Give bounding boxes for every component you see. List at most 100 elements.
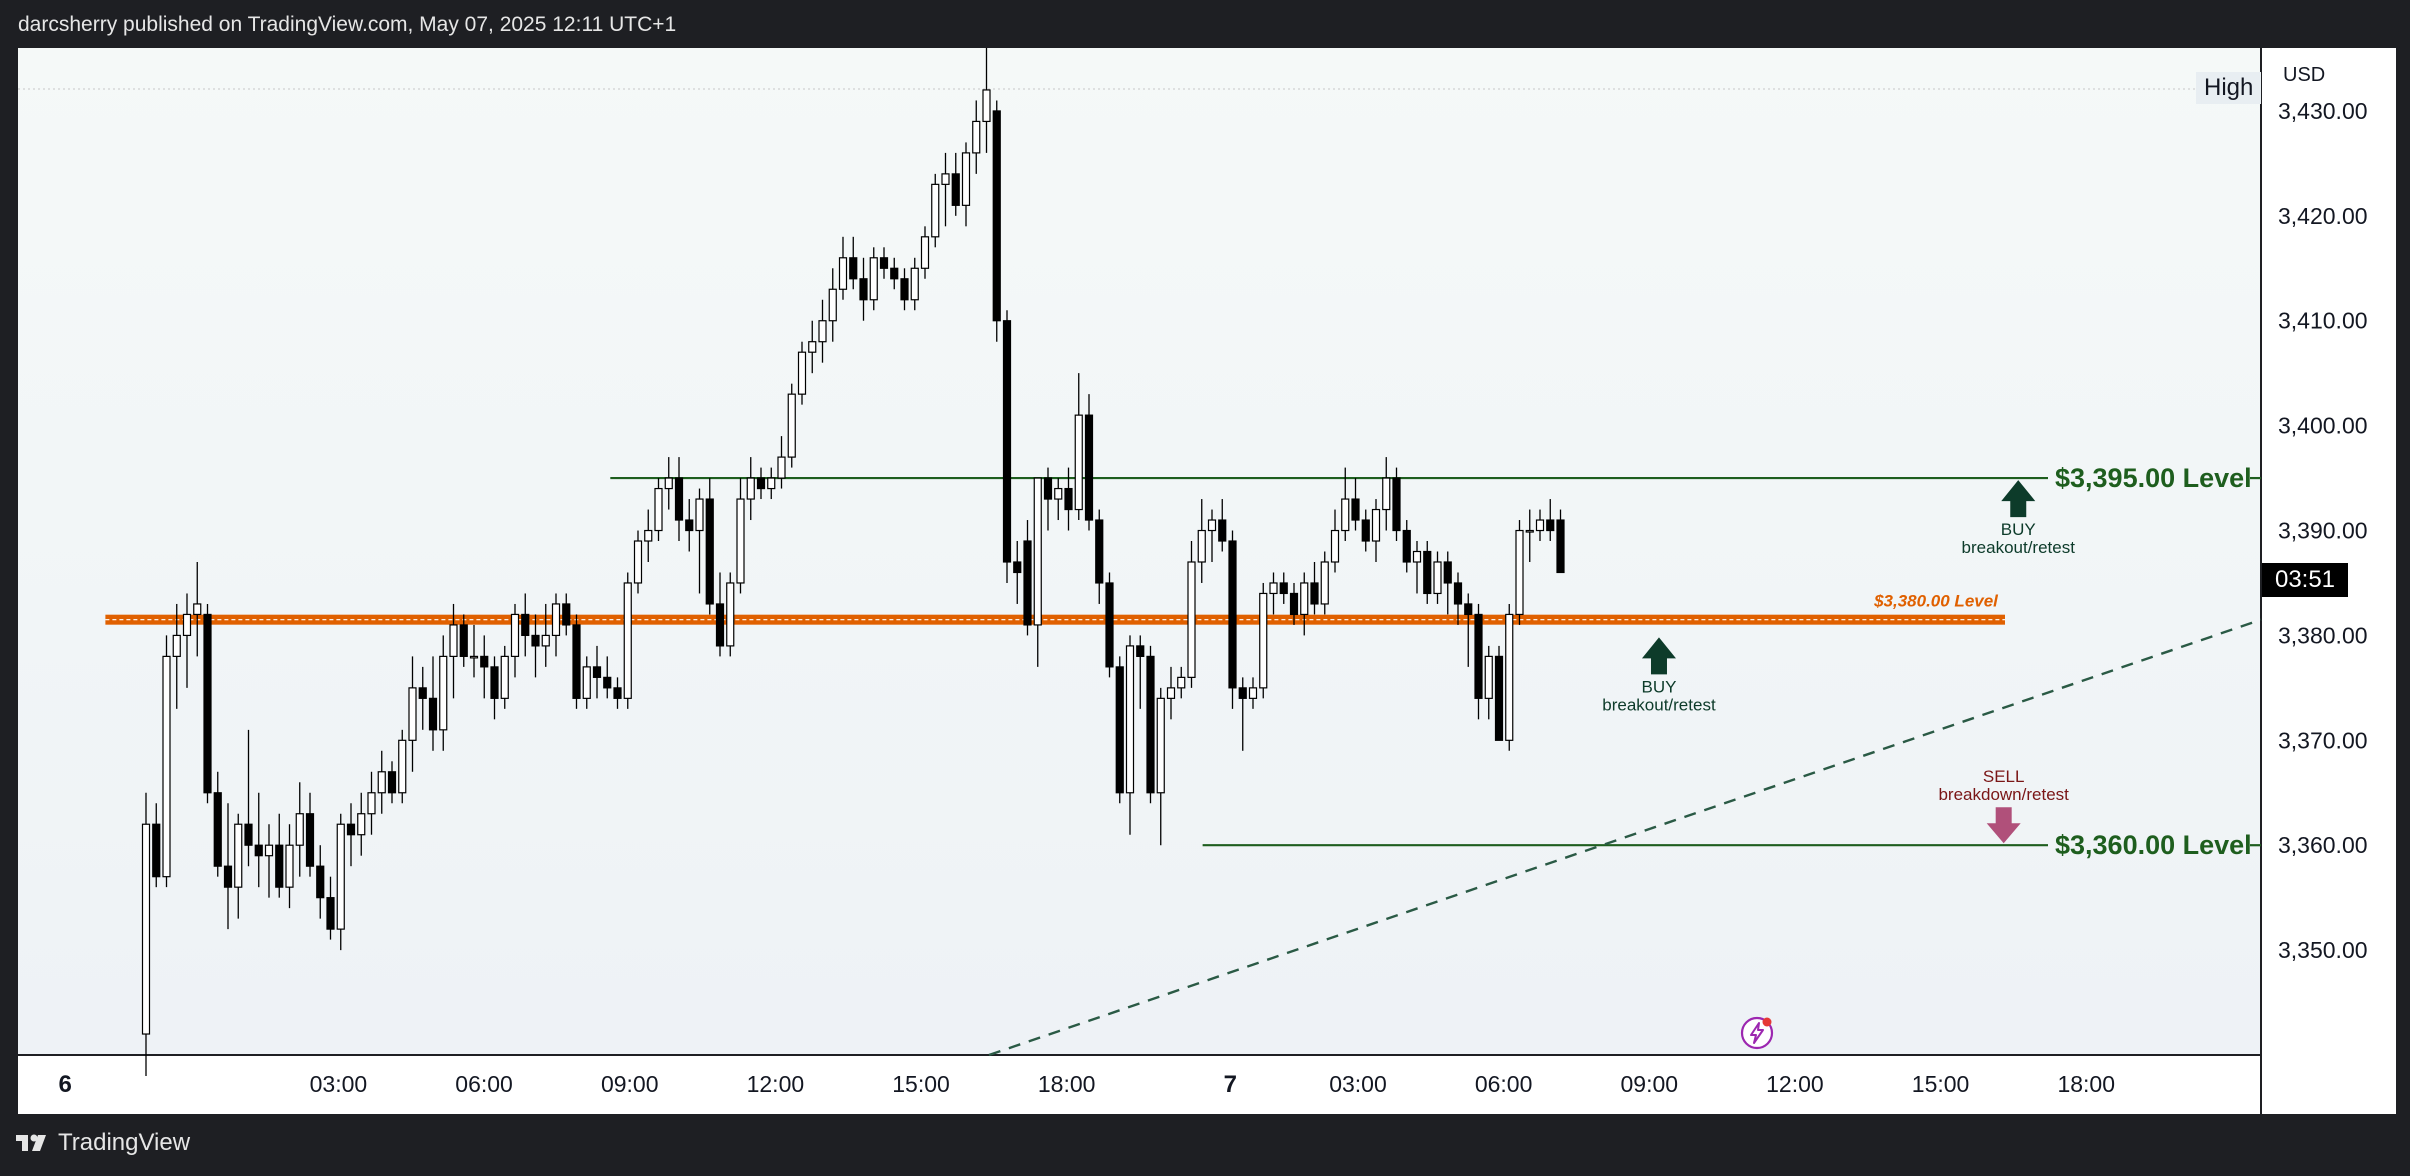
- candle-body: [244, 823, 253, 846]
- candle-body: [777, 456, 786, 479]
- candle: [1166, 666, 1176, 720]
- lightning-icon[interactable]: [1740, 1016, 1774, 1050]
- candle: [890, 257, 899, 290]
- buy-arrow-icon: [1641, 637, 1676, 675]
- candle-body: [1382, 477, 1391, 511]
- candle: [551, 593, 561, 657]
- buy-arrow-icon: [2001, 480, 2036, 518]
- candle: [1115, 656, 1124, 804]
- candle: [234, 813, 243, 919]
- candle-body: [1289, 592, 1299, 616]
- candle-body: [674, 477, 684, 521]
- candle: [879, 247, 889, 279]
- candle: [398, 729, 407, 804]
- candle-body: [736, 498, 745, 584]
- candle-body: [459, 624, 468, 657]
- candle: [377, 750, 386, 814]
- candle-body: [428, 697, 438, 731]
- candle: [1177, 666, 1186, 699]
- candle: [162, 635, 171, 888]
- candle-body: [1156, 697, 1165, 794]
- candle: [818, 299, 827, 363]
- candle-body: [254, 844, 263, 857]
- candle-body: [1095, 519, 1104, 584]
- candle: [1371, 499, 1381, 562]
- candle-body: [756, 477, 766, 490]
- candle: [941, 152, 950, 227]
- candle: [1218, 499, 1227, 552]
- candle-body: [879, 257, 889, 269]
- price-tick-label: 3,410.00: [2278, 308, 2368, 334]
- candle: [644, 509, 653, 562]
- candle-body: [398, 739, 407, 794]
- candle: [357, 792, 366, 856]
- price-axis[interactable]: 3,430.00 3,420.00 3,410.00 3,400.00 3,390.00…: [2278, 98, 2368, 963]
- candle-body: [1248, 687, 1258, 699]
- candle-body: [418, 687, 427, 699]
- candle-body: [387, 771, 397, 794]
- candle: [1453, 572, 1463, 625]
- candle: [1515, 520, 1524, 625]
- candle: [1238, 677, 1247, 751]
- candle: [582, 656, 591, 709]
- candle: [767, 467, 776, 500]
- candle-body: [1535, 519, 1545, 532]
- candle-body: [644, 529, 653, 542]
- candle-body: [490, 666, 499, 699]
- sell-arrow-icon: [1986, 807, 2021, 844]
- candle-body: [480, 655, 489, 668]
- candle-body: [152, 823, 161, 878]
- candle: [777, 436, 786, 489]
- buy-title: BUY: [1641, 677, 1676, 696]
- candle-body: [859, 278, 868, 301]
- candle: [285, 824, 294, 909]
- candle-body: [1269, 582, 1278, 595]
- candle-body: [828, 288, 837, 322]
- candle: [521, 593, 530, 657]
- candle: [715, 572, 725, 657]
- candle: [1341, 467, 1350, 542]
- candle: [1269, 572, 1278, 615]
- candle-body: [982, 89, 991, 123]
- candle-body: [1320, 561, 1329, 605]
- candle-body: [1351, 498, 1360, 521]
- candle-body: [1146, 655, 1155, 794]
- currency-label[interactable]: USD: [2283, 64, 2326, 86]
- levels-layer: $3,395.00 Level $3,380.00 Level $3,360.00 …: [105, 463, 2262, 1057]
- candle: [828, 268, 837, 342]
- green-level-label: $3,360.00 Level: [2055, 830, 2252, 860]
- candle: [316, 845, 325, 919]
- candle-body: [951, 173, 960, 206]
- candle: [1248, 677, 1258, 709]
- time-axis[interactable]: 6 03:00 06:00 09:00 12:00 15:00 18:00 7 03:00 06:…: [58, 1071, 2115, 1098]
- candle: [490, 656, 499, 720]
- candle: [633, 530, 643, 594]
- candle-body: [1361, 519, 1370, 542]
- tradingview-logo[interactable]: TradingView: [16, 1129, 190, 1157]
- candle-body: [572, 624, 581, 699]
- candle: [1464, 593, 1473, 667]
- candle-body: [182, 613, 192, 637]
- candle: [295, 782, 304, 877]
- candle: [1064, 467, 1073, 531]
- tradingview-brand-text: TradingView: [58, 1129, 191, 1156]
- candle-body: [1464, 603, 1473, 616]
- candle: [1443, 551, 1452, 615]
- green-level-label: $3,395.00 Level: [2055, 463, 2252, 493]
- candle: [603, 656, 612, 699]
- candle-body: [1443, 561, 1452, 584]
- price-tick-label: 3,430.00: [2278, 98, 2368, 124]
- candle: [1187, 541, 1196, 688]
- candle: [428, 656, 438, 751]
- candle-body: [1412, 550, 1422, 563]
- candle: [1146, 645, 1155, 804]
- candle-body: [1300, 582, 1309, 616]
- candle: [449, 603, 458, 699]
- time-tick-label: 12:00: [1766, 1071, 1824, 1097]
- candle: [1054, 478, 1063, 521]
- plot-area[interactable]: [18, 48, 2261, 1054]
- candle: [654, 478, 663, 542]
- candle-body: [521, 613, 530, 637]
- candle-body: [551, 603, 561, 637]
